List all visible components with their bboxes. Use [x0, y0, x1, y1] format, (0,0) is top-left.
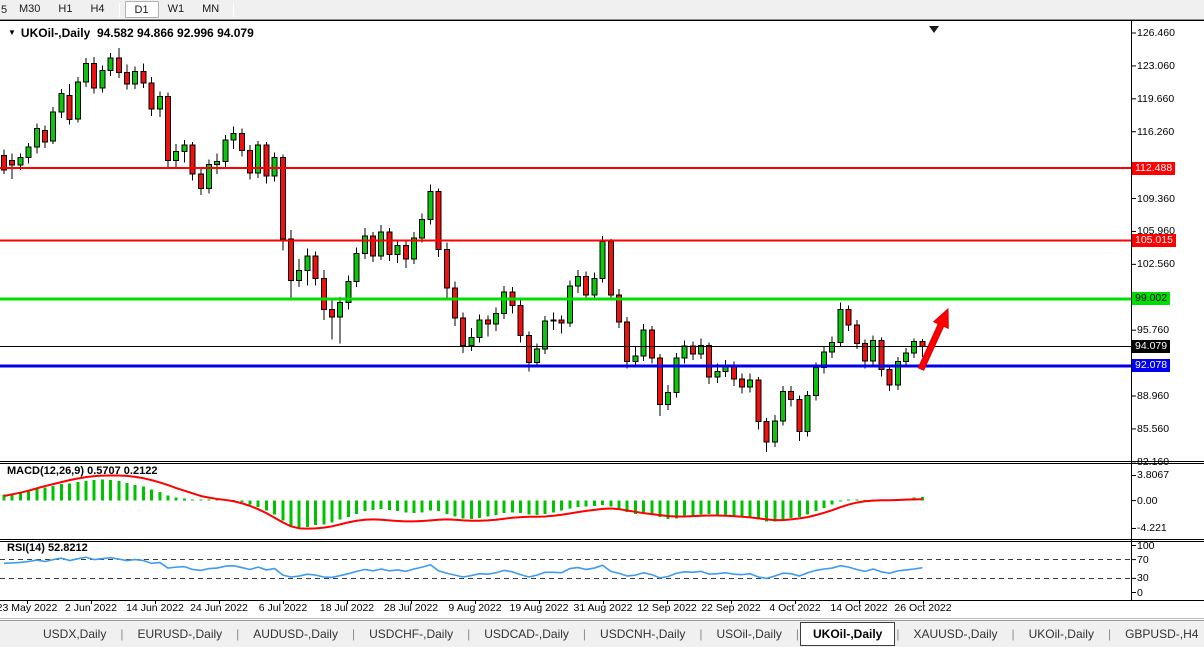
date-axis-label: 14 Oct 2022 — [830, 602, 888, 614]
timeframe-button-w1[interactable]: W1 — [167, 3, 185, 15]
rsi-name: RSI(14) — [7, 542, 45, 554]
date-axis-label: 23 May 2022 — [0, 602, 58, 614]
chart-tab-usdx-daily[interactable]: USDX,Daily — [43, 627, 107, 641]
date-axis-label: 19 Aug 2022 — [509, 602, 569, 614]
chart-tab-gbpusd-h4[interactable]: GBPUSD-,H4 — [1125, 627, 1199, 641]
date-axis-label: 18 Jul 2022 — [319, 602, 375, 614]
chart-tab-eurusd-daily[interactable]: EURUSD-,Daily — [137, 627, 223, 641]
price-chart-canvas[interactable] — [0, 0, 1204, 620]
price-level-label-105.015: 105.015 — [1132, 234, 1176, 248]
macd-histogram-layer — [2, 479, 924, 529]
chart-tab-bar: USDX,Daily | EURUSD-,Daily | AUDUSD-,Daily | U… — [0, 620, 1204, 647]
tab-divider: | — [120, 627, 124, 641]
price-level-label-94.079: 94.079 — [1132, 339, 1171, 353]
macd-axis-tick-0.00: 0.00 — [1137, 494, 1158, 507]
chart-tab-xauusd-daily[interactable]: XAUUSD-,Daily — [913, 627, 998, 641]
rsi-axis-tick-0: 0 — [1137, 586, 1143, 599]
date-axis-label: 24 Jun 2022 — [190, 602, 248, 614]
date-axis-label: 22 Sep 2022 — [701, 602, 761, 614]
timeframe-toolbar: 5 M30 H1 H4 D1 W1 MN — [0, 0, 1204, 20]
price-axis-tick-105.960: 105.960 — [1137, 225, 1175, 238]
tab-divider: | — [1011, 627, 1015, 641]
date-axis-label: 28 Jul 2022 — [383, 602, 439, 614]
rsi-value: 52.8212 — [47, 542, 88, 554]
rsi-axis-tick-70: 70 — [1137, 553, 1149, 566]
chart-title: ▼ UKOil-,Daily 94.582 94.866 92.996 94.07… — [8, 26, 254, 40]
tab-divider: | — [582, 627, 587, 641]
price-axis-tick-126.460: 126.460 — [1137, 27, 1175, 39]
clipped-timeframe-button[interactable]: 5 — [1, 3, 8, 16]
date-axis-label: 31 Aug 2022 — [573, 602, 633, 614]
tab-divider: | — [795, 627, 799, 641]
price-axis-tick-116.260: 116.260 — [1137, 125, 1175, 138]
rsi-indicator-label: RSI(14) 52.8212 — [7, 542, 88, 554]
date-axis-label: 6 Jul 2022 — [258, 602, 308, 614]
rsi-axis-tick-100: 100 — [1137, 539, 1155, 552]
price-axis-tick-102.560: 102.560 — [1137, 258, 1175, 271]
collapse-triangle-icon[interactable]: ▼ — [8, 28, 16, 37]
price-level-label-99.002: 99.002 — [1132, 292, 1171, 306]
timeframe-button-h4[interactable]: H4 — [90, 3, 105, 15]
macd-values: 0.5707 0.2122 — [87, 465, 158, 477]
macd-signal-line — [3, 474, 923, 530]
price-level-label-92.078: 92.078 — [1132, 359, 1171, 373]
tab-divider: | — [351, 627, 356, 641]
price-axis-tick-88.960: 88.960 — [1137, 390, 1170, 402]
tab-divider: | — [1107, 627, 1112, 641]
macd-indicator-label: MACD(12,26,9) 0.5707 0.2122 — [7, 465, 157, 477]
chart-tab-usdchf-daily[interactable]: USDCHF-,Daily — [369, 627, 454, 641]
tab-divider: | — [896, 627, 900, 641]
timeframe-button-d1[interactable]: D1 — [124, 1, 159, 18]
macd-axis-tick-3.8067: 3.8067 — [1137, 469, 1170, 482]
candles-layer — [1, 48, 926, 452]
tab-divider: | — [236, 627, 240, 641]
date-axis-label: 4 Oct 2022 — [769, 602, 821, 614]
date-axis-label: 12 Sep 2022 — [637, 602, 697, 614]
macd-axis-tick--4.221: -4.221 — [1137, 522, 1167, 535]
price-axis-tick-95.760: 95.760 — [1137, 324, 1170, 337]
trend-arrow-up-icon[interactable] — [917, 307, 949, 371]
timeframe-button-m30[interactable]: M30 — [19, 3, 41, 15]
date-axis-label: 9 Aug 2022 — [448, 602, 502, 614]
price-axis-tick-119.660: 119.660 — [1137, 92, 1175, 105]
chart-ohlc-values: 94.582 94.866 92.996 94.079 — [96, 26, 254, 40]
tab-divider: | — [699, 627, 703, 641]
timeframe-button-mn[interactable]: MN — [202, 3, 220, 15]
date-axis-label: 26 Oct 2022 — [894, 602, 952, 614]
chart-tab-usdcnh-daily[interactable]: USDCNH-,Daily — [600, 627, 686, 641]
macd-name: MACD(12,26,9) — [7, 465, 85, 477]
price-axis-tick-109.360: 109.360 — [1137, 192, 1175, 205]
chart-tab-usdcad-daily[interactable]: USDCAD-,Daily — [484, 627, 569, 641]
date-axis-label: 2 Jun 2022 — [65, 602, 117, 614]
chart-symbol-label: UKOil-,Daily — [20, 26, 91, 40]
chart-window[interactable]: ▼ UKOil-,Daily 94.582 94.866 92.996 94.07… — [0, 0, 1204, 620]
price-axis-tick-123.060: 123.060 — [1137, 59, 1175, 72]
chart-tab-usoil-daily[interactable]: USOil-,Daily — [716, 627, 782, 641]
chart-tab-ukoil-daily[interactable]: UKOil-,Daily — [1028, 627, 1094, 641]
tab-divider: | — [467, 627, 471, 641]
toolbar-separator — [118, 2, 120, 17]
price-axis-tick-85.560: 85.560 — [1137, 422, 1170, 435]
chart-shift-triangle-icon[interactable] — [929, 26, 939, 33]
chart-tab-audusd-daily[interactable]: AUDUSD-,Daily — [253, 627, 338, 641]
price-level-label-112.488: 112.488 — [1132, 161, 1176, 175]
rsi-axis-tick-30: 30 — [1137, 572, 1149, 585]
rsi-line — [3, 556, 923, 580]
price-axis-tick-82.160: 82.160 — [1137, 455, 1170, 468]
chart-tab-ukoil-daily-active[interactable]: UKOil-,Daily — [799, 622, 896, 646]
date-axis-label: 14 Jun 2022 — [126, 602, 184, 614]
toolbar-separator — [233, 2, 235, 17]
timeframe-button-h1[interactable]: H1 — [58, 3, 73, 15]
